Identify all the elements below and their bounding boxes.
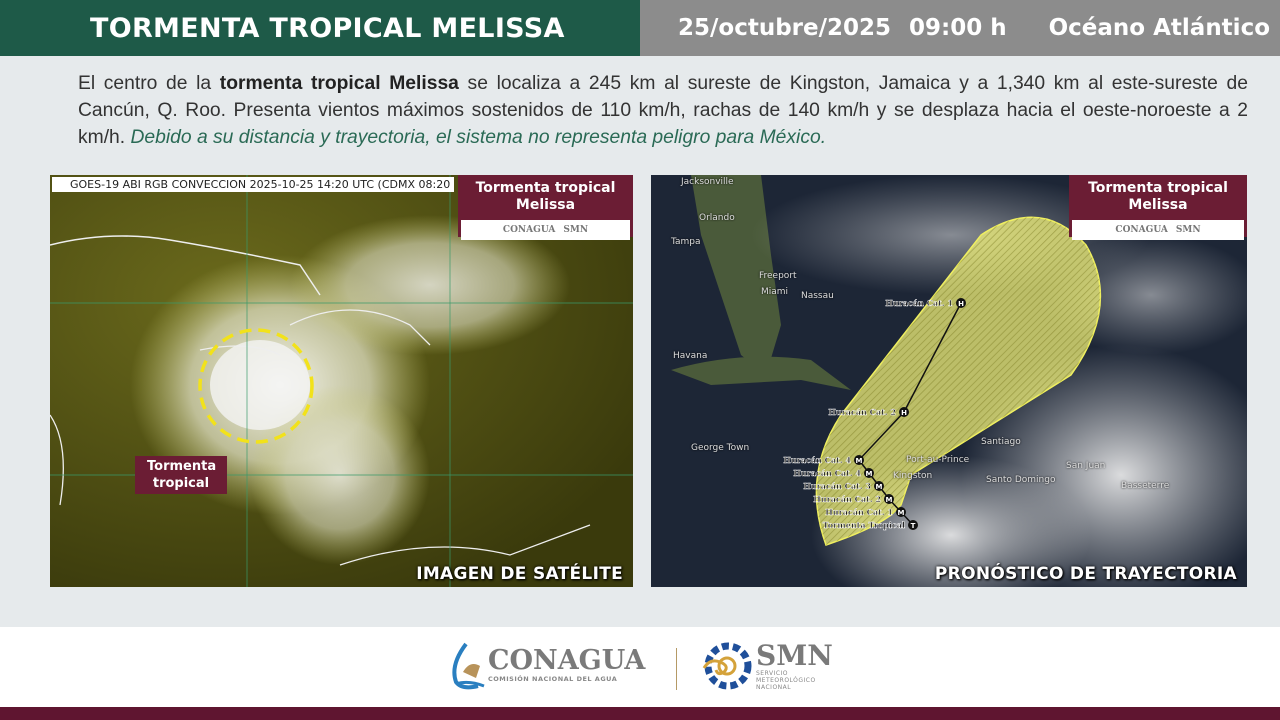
- logo-divider: [676, 648, 677, 690]
- header-time: 09:00 h: [909, 15, 1007, 41]
- map-label: Santiago: [981, 437, 1021, 447]
- map-label: Nassau: [801, 291, 834, 301]
- map-label: Freeport: [759, 271, 797, 281]
- map-label: Miami: [761, 287, 789, 297]
- header-date: 25/octubre/2025: [678, 15, 892, 41]
- track-point: [956, 298, 966, 308]
- map-label: George Town: [691, 443, 750, 453]
- desc-text: El centro de la: [78, 73, 220, 94]
- conagua-text: CONAGUA: [488, 645, 646, 676]
- header-ocean: Océano Atlántico: [1048, 15, 1270, 41]
- satellite-image-panel: GOES-19 ABI RGB CONVECCION 2025-10-25 14…: [50, 175, 633, 587]
- track-point-symbol: T: [911, 522, 916, 530]
- track-point-label: Huracán Cat. 4: [793, 468, 861, 478]
- footer-band: [0, 707, 1280, 720]
- track-map: T Tormenta Tropical M Huracán Cat. 1 M Huracá…: [651, 175, 1247, 587]
- track-caption: PRONÓSTICO DE TRAYECTORIA: [934, 564, 1237, 584]
- map-label: Kingston: [893, 471, 933, 481]
- track-point-label: Huracán Cat. 1: [825, 507, 893, 517]
- storm-label: Tormenta tropical: [135, 456, 227, 494]
- desc-storm-name: tormenta tropical Melissa: [219, 73, 459, 94]
- map-label: Santo Domingo: [986, 475, 1056, 485]
- satellite-image: [50, 175, 633, 587]
- storm-circle: [198, 328, 314, 444]
- smn-subtitle-3: NACIONAL: [756, 683, 792, 691]
- track-point-label: Huracán Cat. 4: [783, 455, 851, 465]
- track-point-symbol: H: [958, 300, 964, 308]
- track-point: [896, 507, 906, 517]
- badge-logos: CONAGUA SMN: [461, 220, 630, 240]
- badge-logos: CONAGUA SMN: [1072, 220, 1244, 240]
- track-point: [899, 407, 909, 417]
- smn-logo: SMN SERVICIO METEOROLÓGICO NACIONAL: [700, 640, 833, 692]
- track-point-symbol: H: [901, 409, 907, 417]
- track-point-symbol: M: [856, 457, 863, 465]
- footer: [0, 627, 1280, 707]
- track-forecast-panel: T Tormenta Tropical M Huracán Cat. 1 M Huracá…: [651, 175, 1247, 587]
- header-info-bar: 25/octubre/2025 09:00 h Océano Atlántico: [640, 0, 1280, 56]
- track-point-label: Huracán Cat. 3: [803, 481, 871, 491]
- track-point: [874, 481, 884, 491]
- map-label: Port-au-Prince: [906, 455, 970, 465]
- track-point-label: Huracán Cat. 1: [885, 298, 953, 308]
- map-label: Tampa: [671, 237, 701, 247]
- badge-smn-logo: SMN: [1175, 224, 1201, 235]
- track-point-label: Tormenta Tropical: [823, 520, 905, 530]
- smn-subtitle-2: METEOROLÓGICO: [756, 676, 816, 684]
- conagua-emblem-icon: [452, 642, 485, 690]
- track-point: [884, 494, 894, 504]
- storm-description: El centro de la tormenta tropical Meliss…: [78, 70, 1248, 151]
- track-point-symbol: M: [866, 470, 873, 478]
- storm-badge: Tormenta tropical Melissa CONAGUA SMN: [458, 175, 633, 240]
- map-label: Basseterre: [1121, 481, 1170, 491]
- track-point: [854, 455, 864, 465]
- track-point-symbol: M: [886, 496, 893, 504]
- desc-warning: Debido a su distancia y trayectoria, el …: [130, 127, 827, 148]
- track-point-symbol: M: [898, 509, 905, 517]
- badge-title: Tormenta tropical Melissa: [475, 180, 616, 213]
- map-label: San Juan: [1066, 461, 1106, 471]
- track-point-label: Huracán Cat. 2: [813, 494, 881, 504]
- satellite-source-label: GOES-19 ABI RGB CONVECCION 2025-10-25 14…: [52, 177, 454, 192]
- storm-badge: Tormenta tropical Melissa CONAGUA SMN: [1069, 175, 1247, 240]
- desc-text-2: se localiza a 245 km al sureste de Kings…: [78, 73, 1248, 148]
- header-title-bar: TORMENTA TROPICAL MELISSA: [0, 0, 640, 56]
- page-title: TORMENTA TROPICAL MELISSA: [90, 12, 565, 44]
- conagua-logo: CONAGUA COMISIÓN NACIONAL DEL AGUA: [448, 640, 645, 690]
- track-point: [908, 520, 918, 530]
- map-label: Havana: [673, 351, 708, 361]
- badge-conagua-logo: CONAGUA: [1115, 224, 1168, 235]
- conagua-subtitle: COMISIÓN NACIONAL DEL AGUA: [488, 675, 618, 683]
- track-point-symbol: M: [876, 483, 883, 491]
- track-point-label: Huracán Cat. 2: [828, 407, 896, 417]
- badge-conagua-logo: CONAGUA: [502, 224, 556, 235]
- map-label: Jacksonville: [681, 177, 734, 187]
- smn-subtitle-1: SERVICIO: [756, 669, 788, 677]
- map-label: Orlando: [699, 213, 735, 223]
- smn-emblem-icon: [702, 642, 752, 690]
- smn-text: SMN: [756, 638, 833, 672]
- badge-title: Tormenta tropical Melissa: [1088, 180, 1228, 213]
- badge-smn-logo: SMN: [563, 224, 589, 235]
- satellite-caption: IMAGEN DE SATÉLITE: [416, 564, 623, 584]
- track-point: [864, 468, 874, 478]
